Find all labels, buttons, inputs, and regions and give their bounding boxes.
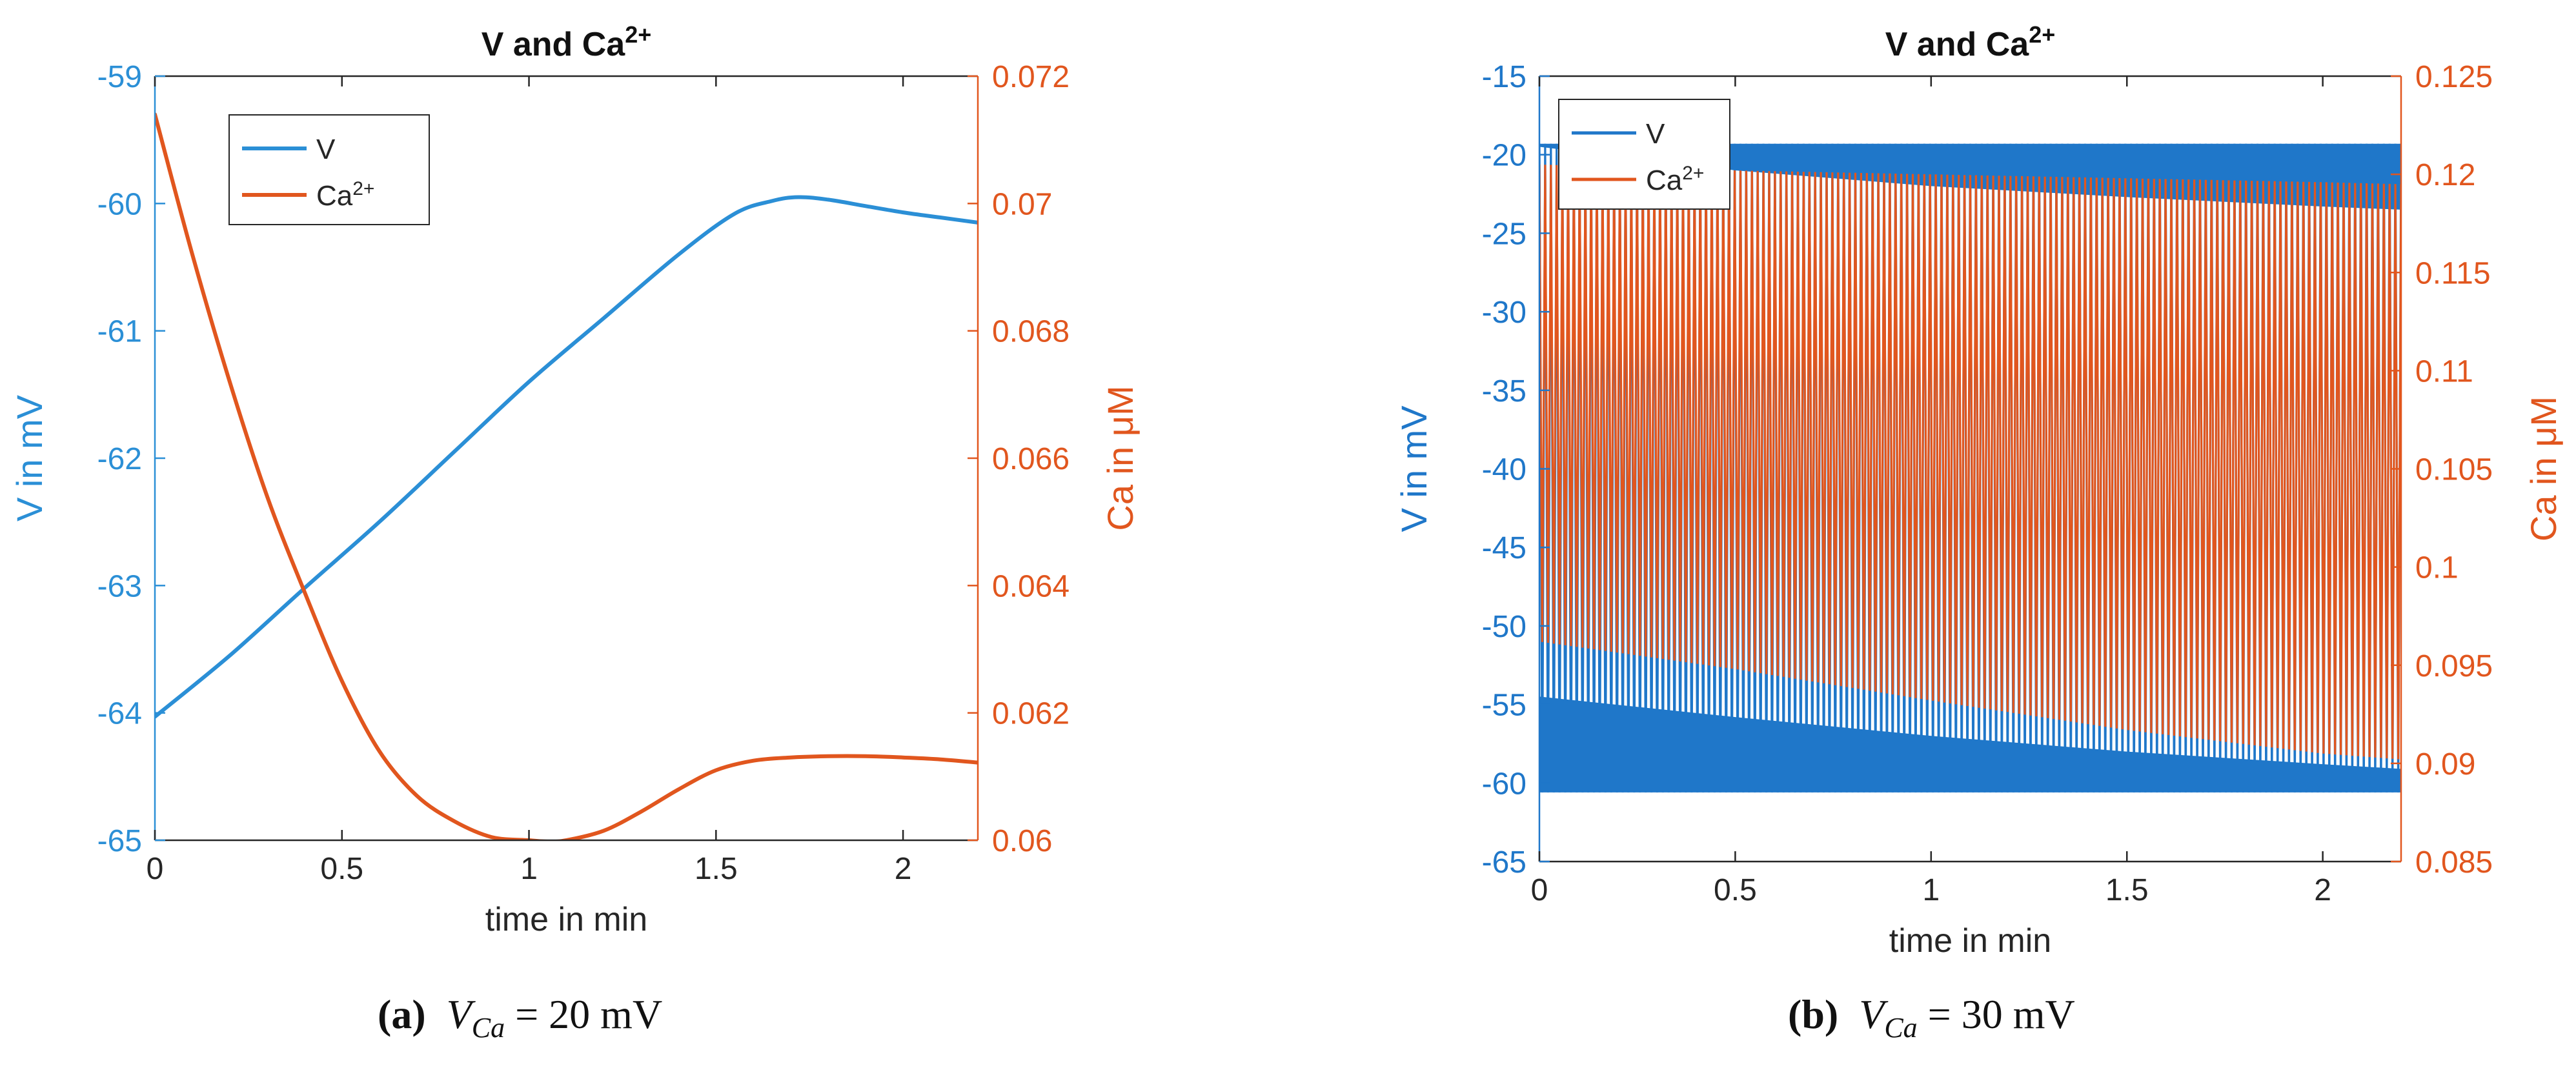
chart-b-ytick-left-label: -15 <box>1482 60 1526 94</box>
chart-a-ytick-right-label: 0.066 <box>992 442 1070 476</box>
chart-a-title-text: V and Ca <box>482 26 626 63</box>
chart-b-xtick-label: 1.5 <box>2105 873 2149 907</box>
chart-b-legend-label-text: Ca <box>1646 165 1683 196</box>
chart-b-ytick-right-label: 0.11 <box>2415 354 2473 389</box>
chart-a-ytick-right-label: 0.06 <box>992 824 1052 858</box>
chart-b-ytick-left-label: -20 <box>1482 139 1526 173</box>
chart-b-legend-label-text: V <box>1646 118 1665 150</box>
chart-a-ytick-left-label: -62 <box>97 442 142 476</box>
chart-b-ytick-left-label: -50 <box>1482 610 1526 644</box>
caption-a: (a) VCa = 20 mV <box>378 991 662 1044</box>
chart-b-ytick-left-label: -40 <box>1482 453 1526 487</box>
chart-b-ytick-left-label: -35 <box>1482 374 1526 409</box>
chart-b-xlabel: time in min <box>1889 922 2051 960</box>
chart-a-xlabel: time in min <box>485 901 647 938</box>
chart-b-ytick-right-label: 0.1 <box>2415 551 2459 585</box>
chart-b-legend-label: Ca2+ <box>1646 163 1704 197</box>
chart-b-series-group <box>1539 143 2401 792</box>
chart-b-title-text: V and Ca <box>1885 26 2030 63</box>
chart-b-series-v-lower-band <box>1539 696 2401 792</box>
chart-b-ytick-left-label: -60 <box>1482 767 1526 801</box>
chart-b-ytick-left-label: -25 <box>1482 217 1526 251</box>
chart-a-title-sup: 2+ <box>625 21 651 48</box>
chart-b-ytick-right-label: 0.09 <box>2415 747 2475 782</box>
chart-b-ytick-right-label: 0.095 <box>2415 649 2493 683</box>
chart-b-legend-label-sup: 2+ <box>1682 163 1704 184</box>
chart-a: 0 0.5 1 1.5 2 -65 -64 -63 -62 -61 -60 -59 0.06 0.062 0… <box>9 21 1141 939</box>
chart-b-xtick-label: 0.5 <box>1714 873 1757 907</box>
caption-a-var: V <box>446 991 472 1037</box>
chart-a-legend-label-text: Ca <box>316 180 353 212</box>
chart-a-ytick-right-label: 0.062 <box>992 697 1070 731</box>
chart-a-series-v <box>155 195 978 719</box>
caption-a-value: = 20 mV <box>515 991 663 1037</box>
chart-a-ytick-left-label: -60 <box>97 187 142 221</box>
chart-a-ylabel-left: V in mV <box>9 394 50 521</box>
chart-b-xtick-label: 0 <box>1531 873 1548 907</box>
chart-b-legend <box>1558 99 1730 210</box>
chart-a-xtick-label: 1.5 <box>695 852 738 886</box>
chart-a-legend-label-text: V <box>316 134 336 165</box>
chart-b-ylabel-right: Ca in μM <box>2523 396 2564 541</box>
chart-b-ytick-right-label: 0.12 <box>2415 158 2475 192</box>
chart-b-title-sup: 2+ <box>2029 21 2055 48</box>
chart-b-xtick-label: 1 <box>1922 873 1940 907</box>
chart-a-xtick-label: 2 <box>895 852 912 886</box>
chart-b-ytick-left-label: -45 <box>1482 531 1526 565</box>
chart-b-xtick-label: 2 <box>2314 873 2331 907</box>
caption-a-sub: Ca <box>471 1011 505 1044</box>
caption-b-value: = 30 mV <box>1927 991 2075 1037</box>
caption-b-label: (b) <box>1788 991 1839 1037</box>
chart-b-ytick-right-label: 0.085 <box>2415 845 2493 880</box>
chart-b-ytick-left-label: -55 <box>1482 689 1526 723</box>
chart-b: 0 0.5 1 1.5 2 -65 -60 -55 -50 -45 -40 -35 -30 -25 -20 -… <box>1394 21 2564 960</box>
chart-b-ytick-right-label: 0.115 <box>2415 256 2491 290</box>
chart-b-ytick-left-label: -30 <box>1482 296 1526 330</box>
chart-a-ytick-left-label: -64 <box>97 697 142 731</box>
chart-a-ytick-left-label: -61 <box>97 315 142 349</box>
caption-b: (b) VCa = 30 mV <box>1788 991 2075 1044</box>
chart-a-ytick-left-label: -63 <box>97 569 142 603</box>
chart-a-ytick-right-label: 0.07 <box>992 187 1052 221</box>
chart-a-xtick-label: 0 <box>147 852 164 886</box>
chart-a-title: V and Ca2+ <box>482 21 652 64</box>
chart-b-title: V and Ca2+ <box>1885 21 2056 64</box>
caption-b-var: V <box>1859 991 1885 1037</box>
chart-b-ytick-left-label: -65 <box>1482 845 1526 880</box>
chart-b-series-ca2 <box>1539 164 2401 760</box>
chart-a-ytick-right-label: 0.068 <box>992 315 1070 349</box>
chart-b-ylabel-left: V in mV <box>1394 405 1434 532</box>
chart-a-ytick-left-label: -59 <box>97 60 142 94</box>
chart-a-legend-label: V <box>316 134 336 165</box>
chart-a-ylabel-right: Ca in μM <box>1100 385 1141 530</box>
chart-a-legend-label: Ca2+ <box>316 178 374 212</box>
chart-b-ytick-right-label: 0.125 <box>2415 60 2493 94</box>
chart-a-xtick-label: 0.5 <box>320 852 363 886</box>
chart-a-ytick-right-label: 0.072 <box>992 60 1070 94</box>
chart-a-legend <box>228 114 430 225</box>
chart-a-legend-label-sup: 2+ <box>352 178 374 199</box>
chart-a-xtick-label: 1 <box>520 852 538 886</box>
caption-a-label: (a) <box>378 991 426 1037</box>
chart-a-ytick-right-label: 0.064 <box>992 569 1070 603</box>
chart-b-legend-label: V <box>1646 118 1665 150</box>
chart-a-ytick-left-label: -65 <box>97 824 142 858</box>
caption-b-sub: Ca <box>1884 1011 1918 1044</box>
chart-b-ytick-right-label: 0.105 <box>2415 453 2493 487</box>
